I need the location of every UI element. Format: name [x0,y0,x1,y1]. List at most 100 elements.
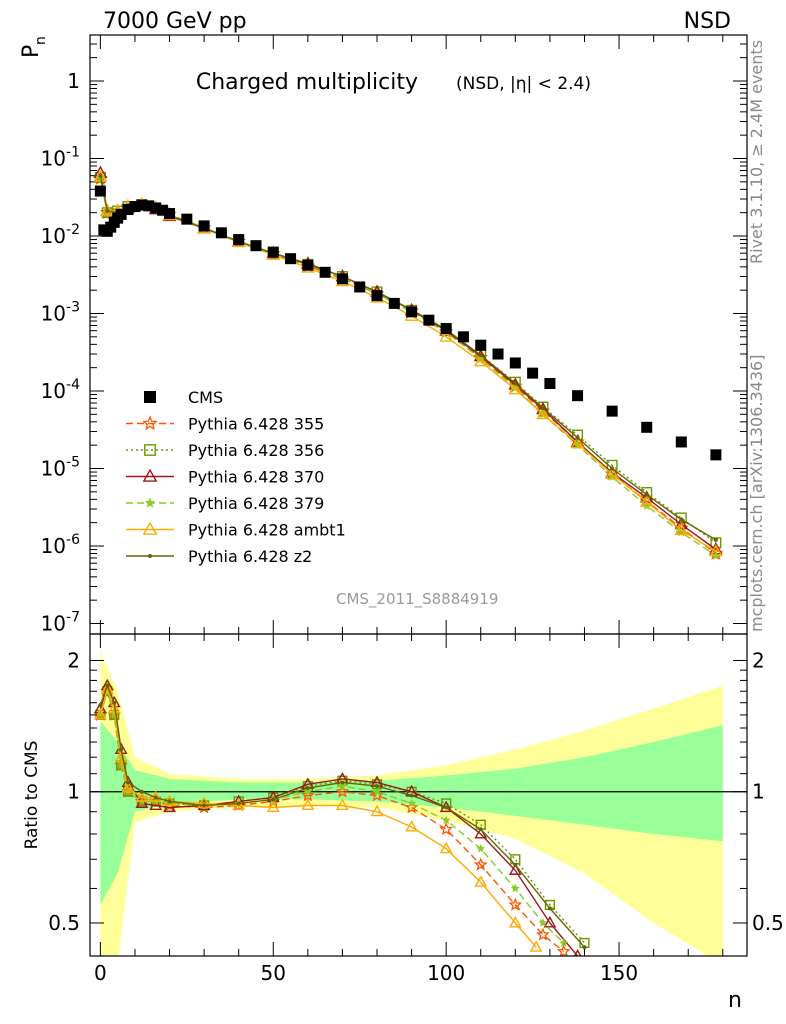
ratio-series-point [271,797,276,802]
series-point [572,440,583,450]
ratio-series-point [556,944,571,956]
x-tick-label: 50 [261,961,286,985]
y-tick-label: 10-3 [41,300,80,326]
ratio-series-point [100,682,114,694]
y-axis-title-ratio: Ratio to CMS [22,741,42,850]
ratio-y-tick-label-right: 2 [752,648,765,672]
ratio-y-tick-label-right: 0.5 [752,911,784,935]
series-point [679,517,684,522]
cms-point [527,367,539,379]
cms-point [675,436,687,448]
legend-label: Pythia 6.428 379 [188,494,324,513]
svg-text:n: n [33,36,49,45]
legend-marker [148,554,152,558]
legend-marker [144,497,156,508]
source-text: mcplots.cern.ch [arXiv:1306.3436] [747,355,766,632]
cms-point [710,449,722,461]
legend-label: Pythia 6.428 355 [188,415,324,434]
x-tick-label: 150 [600,961,638,985]
cms-point [198,220,210,232]
series-point [473,354,488,367]
legend-entry: Pythia 6.428 356 [126,441,324,460]
series-point [540,406,545,411]
cms-point [129,201,141,213]
ratio-series-point [474,875,488,887]
cms-point [492,348,504,360]
ratio-series-point [513,862,518,867]
ratio-ticks: 0.5 0.5 1 1 2 2 0 50 100 150 [48,634,784,985]
ratio-series-point [236,801,241,806]
cms-point [354,281,366,293]
ratio-series-point [439,841,453,854]
cms-point [143,200,155,212]
legend-entry: Pythia 6.428 370 [126,468,324,487]
series-point [610,466,615,471]
legend-entry: Pythia 6.428 z2 [126,547,312,566]
ratio-series-point [107,701,121,714]
legend-marker [142,521,158,535]
series-point [536,406,550,420]
series-point [644,492,649,497]
ratio-series-point [405,820,419,832]
cms-point [406,306,418,318]
series-point [713,537,718,542]
legend-label: CMS [188,388,223,407]
x-axis-title: n [728,988,742,1013]
series-point [100,203,115,216]
legend-marker [142,415,158,431]
series-point [105,209,110,214]
ratio-series-point [476,844,486,853]
chart-subtitle: (NSD, |η| < 2.4) [456,74,591,94]
ratio-series-point [508,863,522,875]
ratio-series-point [149,798,163,811]
main-ticks: 1 10-1 10-2 10-3 10-4 10-5 10-6 10-7 [41,35,747,636]
ratio-y-tick-label: 2 [67,648,80,672]
cms-point [181,213,193,225]
ratio-series-point [301,798,315,811]
ratio-series-point [303,787,313,796]
ratio-series-point [126,780,131,785]
series-point [639,494,654,507]
cms-point [440,323,452,335]
ratio-curves [93,678,590,956]
ratio-series-point [98,703,103,708]
legend-entry: CMS [144,388,223,407]
ratio-series-point [543,916,557,928]
series-point [641,500,652,510]
cms-point [285,253,297,265]
ratio-series-point [407,798,416,808]
ratio-frame [89,633,748,957]
ratio-series-point [139,789,144,794]
x-tick-label: 0 [94,961,107,985]
series-point [708,544,723,557]
cms-point [215,227,227,239]
cms-point [457,331,469,343]
series-point [674,522,689,536]
analysis-id: CMS_2011_S8884919 [336,590,498,609]
series-point [605,466,620,479]
series-point [98,173,103,178]
cms-point [572,390,584,402]
cms-point [94,185,106,197]
cms-point [336,273,348,285]
legend-marker [144,444,156,456]
cms-point [319,266,331,278]
cms-point [122,203,134,215]
ratio-series-point [114,750,128,762]
ratio-series-line [99,686,537,948]
ratio-y-tick-label: 0.5 [48,911,80,935]
cms-data-points [94,185,722,461]
ratio-series-point [135,796,149,808]
cms-point [267,246,279,258]
svg-text:P: P [19,45,44,58]
cms-point [250,240,262,252]
ratio-series-point [232,798,246,811]
ratio-series-point [305,785,310,790]
y-tick-label: 10-4 [41,377,81,403]
legend: CMS Pythia 6.428 355 Pythia 6.428 356 Pythi… [126,388,346,566]
ratio-series-point [508,897,523,911]
cms-point [544,377,556,389]
ratio-series-point [478,827,483,832]
main-panel: 1 10-1 10-2 10-3 10-4 10-5 10-6 10-7 Charged mu… [41,34,748,636]
